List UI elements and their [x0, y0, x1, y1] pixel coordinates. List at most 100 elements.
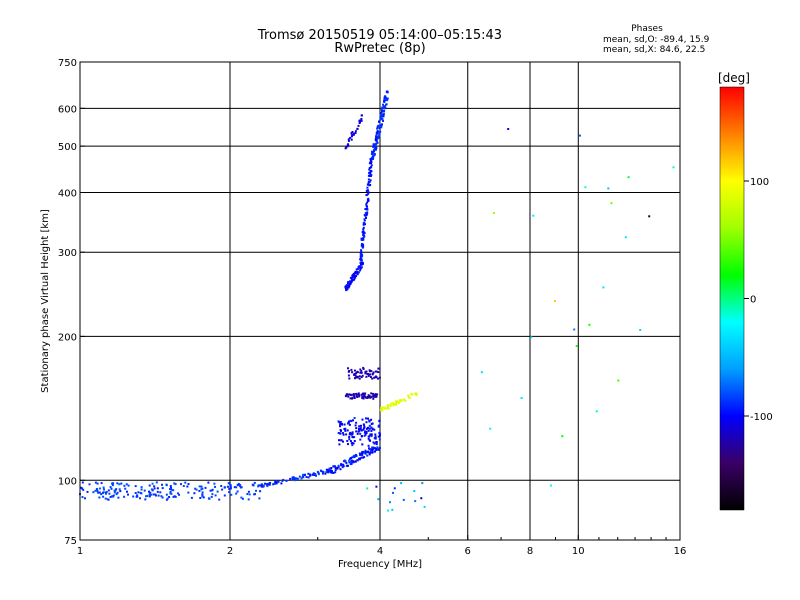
echo-point	[330, 470, 333, 473]
echo-point	[252, 484, 255, 487]
echo-point	[378, 419, 381, 422]
echo-point	[355, 275, 358, 277]
echo-point	[351, 274, 354, 277]
echo-point	[237, 483, 240, 485]
echo-point	[368, 448, 371, 450]
echo-point	[220, 485, 223, 487]
echo-point	[327, 470, 330, 473]
echo-point	[348, 438, 351, 441]
echo-point	[354, 132, 357, 134]
echo-point	[350, 432, 352, 435]
echo-point	[352, 419, 354, 422]
echo-point	[105, 492, 107, 495]
echo-point	[199, 497, 202, 499]
echo-point	[268, 482, 271, 485]
echo-point	[282, 478, 285, 481]
echo-point	[351, 279, 354, 281]
echo-point	[377, 371, 380, 374]
echo-point	[404, 399, 407, 402]
echo-point	[367, 199, 370, 202]
echo-point	[159, 491, 162, 494]
echo-point	[386, 90, 389, 93]
echo-point	[343, 423, 346, 426]
echo-point	[371, 395, 374, 398]
echo-point	[360, 370, 363, 373]
echo-point	[414, 500, 417, 503]
echo-point	[407, 394, 410, 397]
echo-point	[382, 115, 385, 118]
echo-point	[372, 392, 375, 395]
echo-point	[372, 145, 375, 148]
echo-point	[298, 475, 301, 478]
echo-point	[355, 268, 358, 271]
echo-point	[266, 483, 269, 485]
echo-point	[348, 459, 350, 462]
echo-point	[357, 393, 360, 396]
echo-point	[94, 489, 97, 492]
echo-point	[362, 368, 365, 370]
echo-point	[370, 430, 373, 432]
echo-point	[383, 98, 386, 101]
echo-point	[322, 471, 325, 473]
x-axis-ticks: 1 2 4 6 8 10 16	[77, 535, 686, 557]
echo-point	[384, 96, 387, 99]
echo-point	[365, 432, 368, 434]
echo-point	[112, 494, 115, 497]
echo-point	[81, 496, 84, 499]
echo-point	[371, 377, 374, 380]
echo-point	[174, 483, 177, 486]
echo-point	[383, 101, 386, 103]
echo-point	[360, 263, 363, 266]
echo-point	[360, 456, 363, 459]
echo-point	[377, 424, 380, 427]
echo-point	[369, 166, 372, 169]
echo-point	[207, 497, 210, 500]
echo-point	[373, 428, 376, 431]
echo-point	[354, 374, 357, 377]
echo-point	[381, 407, 384, 410]
echo-point	[381, 408, 383, 411]
echo-point	[351, 131, 354, 133]
echo-point	[345, 289, 348, 292]
echo-point	[381, 123, 383, 126]
echo-point	[372, 143, 375, 146]
echo-point	[366, 186, 369, 189]
echo-point	[366, 451, 369, 453]
echo-point	[386, 97, 389, 100]
echo-point	[366, 189, 369, 192]
echo-point	[377, 124, 380, 127]
echo-point	[345, 462, 348, 464]
echo-point	[379, 116, 382, 119]
echo-point	[356, 376, 359, 378]
echo-point	[124, 487, 127, 490]
echo-point	[352, 393, 355, 396]
echo-point	[387, 407, 390, 410]
colorbar-tick-label: 100	[750, 177, 769, 188]
echo-point	[367, 374, 370, 377]
echo-point	[154, 493, 157, 496]
echo-point	[340, 439, 343, 442]
echo-point	[327, 469, 330, 471]
echo-point	[361, 262, 363, 265]
echo-point	[360, 119, 363, 122]
echo-point	[374, 447, 376, 450]
echo-point	[347, 367, 349, 370]
echo-point	[343, 459, 346, 462]
echo-point	[362, 228, 365, 231]
echo-point	[387, 405, 390, 408]
echo-point	[295, 477, 298, 480]
echo-point	[372, 441, 375, 444]
echo-point	[375, 395, 378, 398]
echo-point	[325, 468, 328, 471]
echo-point	[372, 397, 375, 400]
echo-point	[366, 426, 369, 429]
echo-point	[213, 482, 216, 485]
echo-point	[602, 286, 605, 289]
echo-point	[392, 491, 394, 494]
echo-point	[374, 145, 377, 148]
echo-point	[368, 424, 371, 427]
echo-point	[378, 131, 380, 134]
echo-point	[373, 376, 376, 379]
echo-point	[319, 469, 322, 472]
echo-point	[354, 130, 357, 133]
